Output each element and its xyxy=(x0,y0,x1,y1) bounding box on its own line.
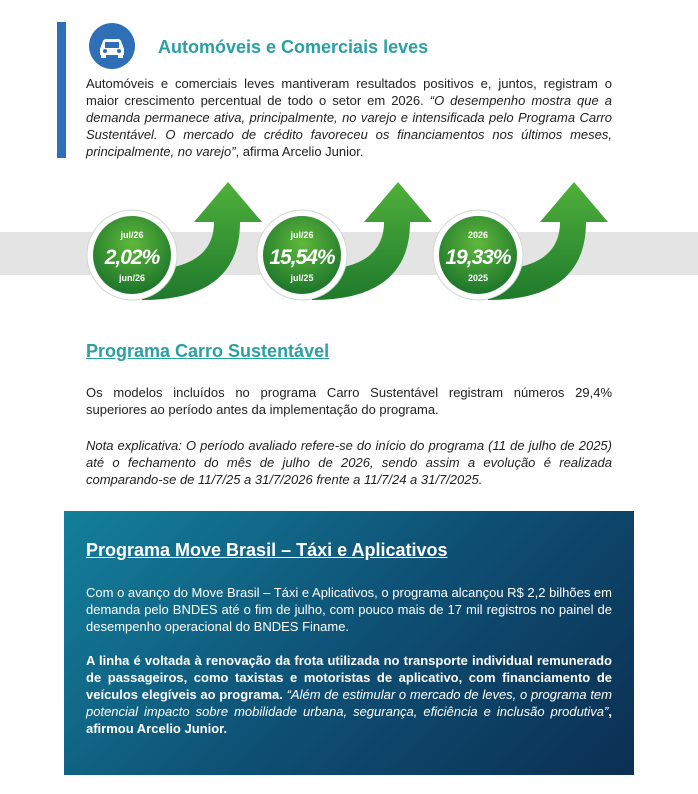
indicator-top: 2026 xyxy=(468,230,488,240)
paragraph: Os modelos incluídos no programa Carro S… xyxy=(86,385,612,417)
section-title: Automóveis e Comerciais leves xyxy=(158,37,429,57)
text-run: A linha é voltada à renovação da frota u… xyxy=(86,653,612,702)
indicator-value: 2,02% xyxy=(104,246,161,269)
indicator-top: jul/26 xyxy=(289,230,313,240)
text-run: , afirma Arcelio Junior. xyxy=(235,144,364,159)
paragraph: A linha é voltada à renovação da frota u… xyxy=(86,652,612,737)
text-run: , afirmou Arcelio Junior. xyxy=(86,704,612,736)
indicator-circle xyxy=(263,216,341,294)
text-run: “O desempenho mostra que a demanda perma… xyxy=(86,93,612,159)
section-title: Programa Carro Sustentável xyxy=(86,341,330,361)
indicators: jul/26 2,02% jun/26 jul/26 15,54% jul/25 2026 1… xyxy=(86,182,608,301)
indicator-bottom: jul/25 xyxy=(289,273,313,283)
indicator-circle xyxy=(439,216,517,294)
indicator-bottom: 2025 xyxy=(468,273,488,283)
indicator-value: 15,54% xyxy=(269,246,336,269)
indicator-bottom: jun/26 xyxy=(118,273,145,283)
note: Nota explicativa: O período avaliado ref… xyxy=(86,438,612,487)
paragraph: Com o avanço do Move Brasil – Táxi e Apl… xyxy=(86,585,612,634)
paragraph: Automóveis e comerciais leves mantiveram… xyxy=(86,75,612,160)
info-box xyxy=(64,511,634,775)
text-run: “Além de estimular o mercado de leves, o… xyxy=(86,687,612,719)
car-icon xyxy=(89,23,135,69)
indicator-circle xyxy=(93,216,171,294)
text-run: Automóveis e comerciais leves mantiveram… xyxy=(86,76,612,108)
indicator-value: 19,33% xyxy=(445,246,512,269)
section-title: Programa Move Brasil – Táxi e Aplicativo… xyxy=(86,540,448,560)
accent-bar xyxy=(57,22,66,158)
indicator-top: jul/26 xyxy=(119,230,143,240)
